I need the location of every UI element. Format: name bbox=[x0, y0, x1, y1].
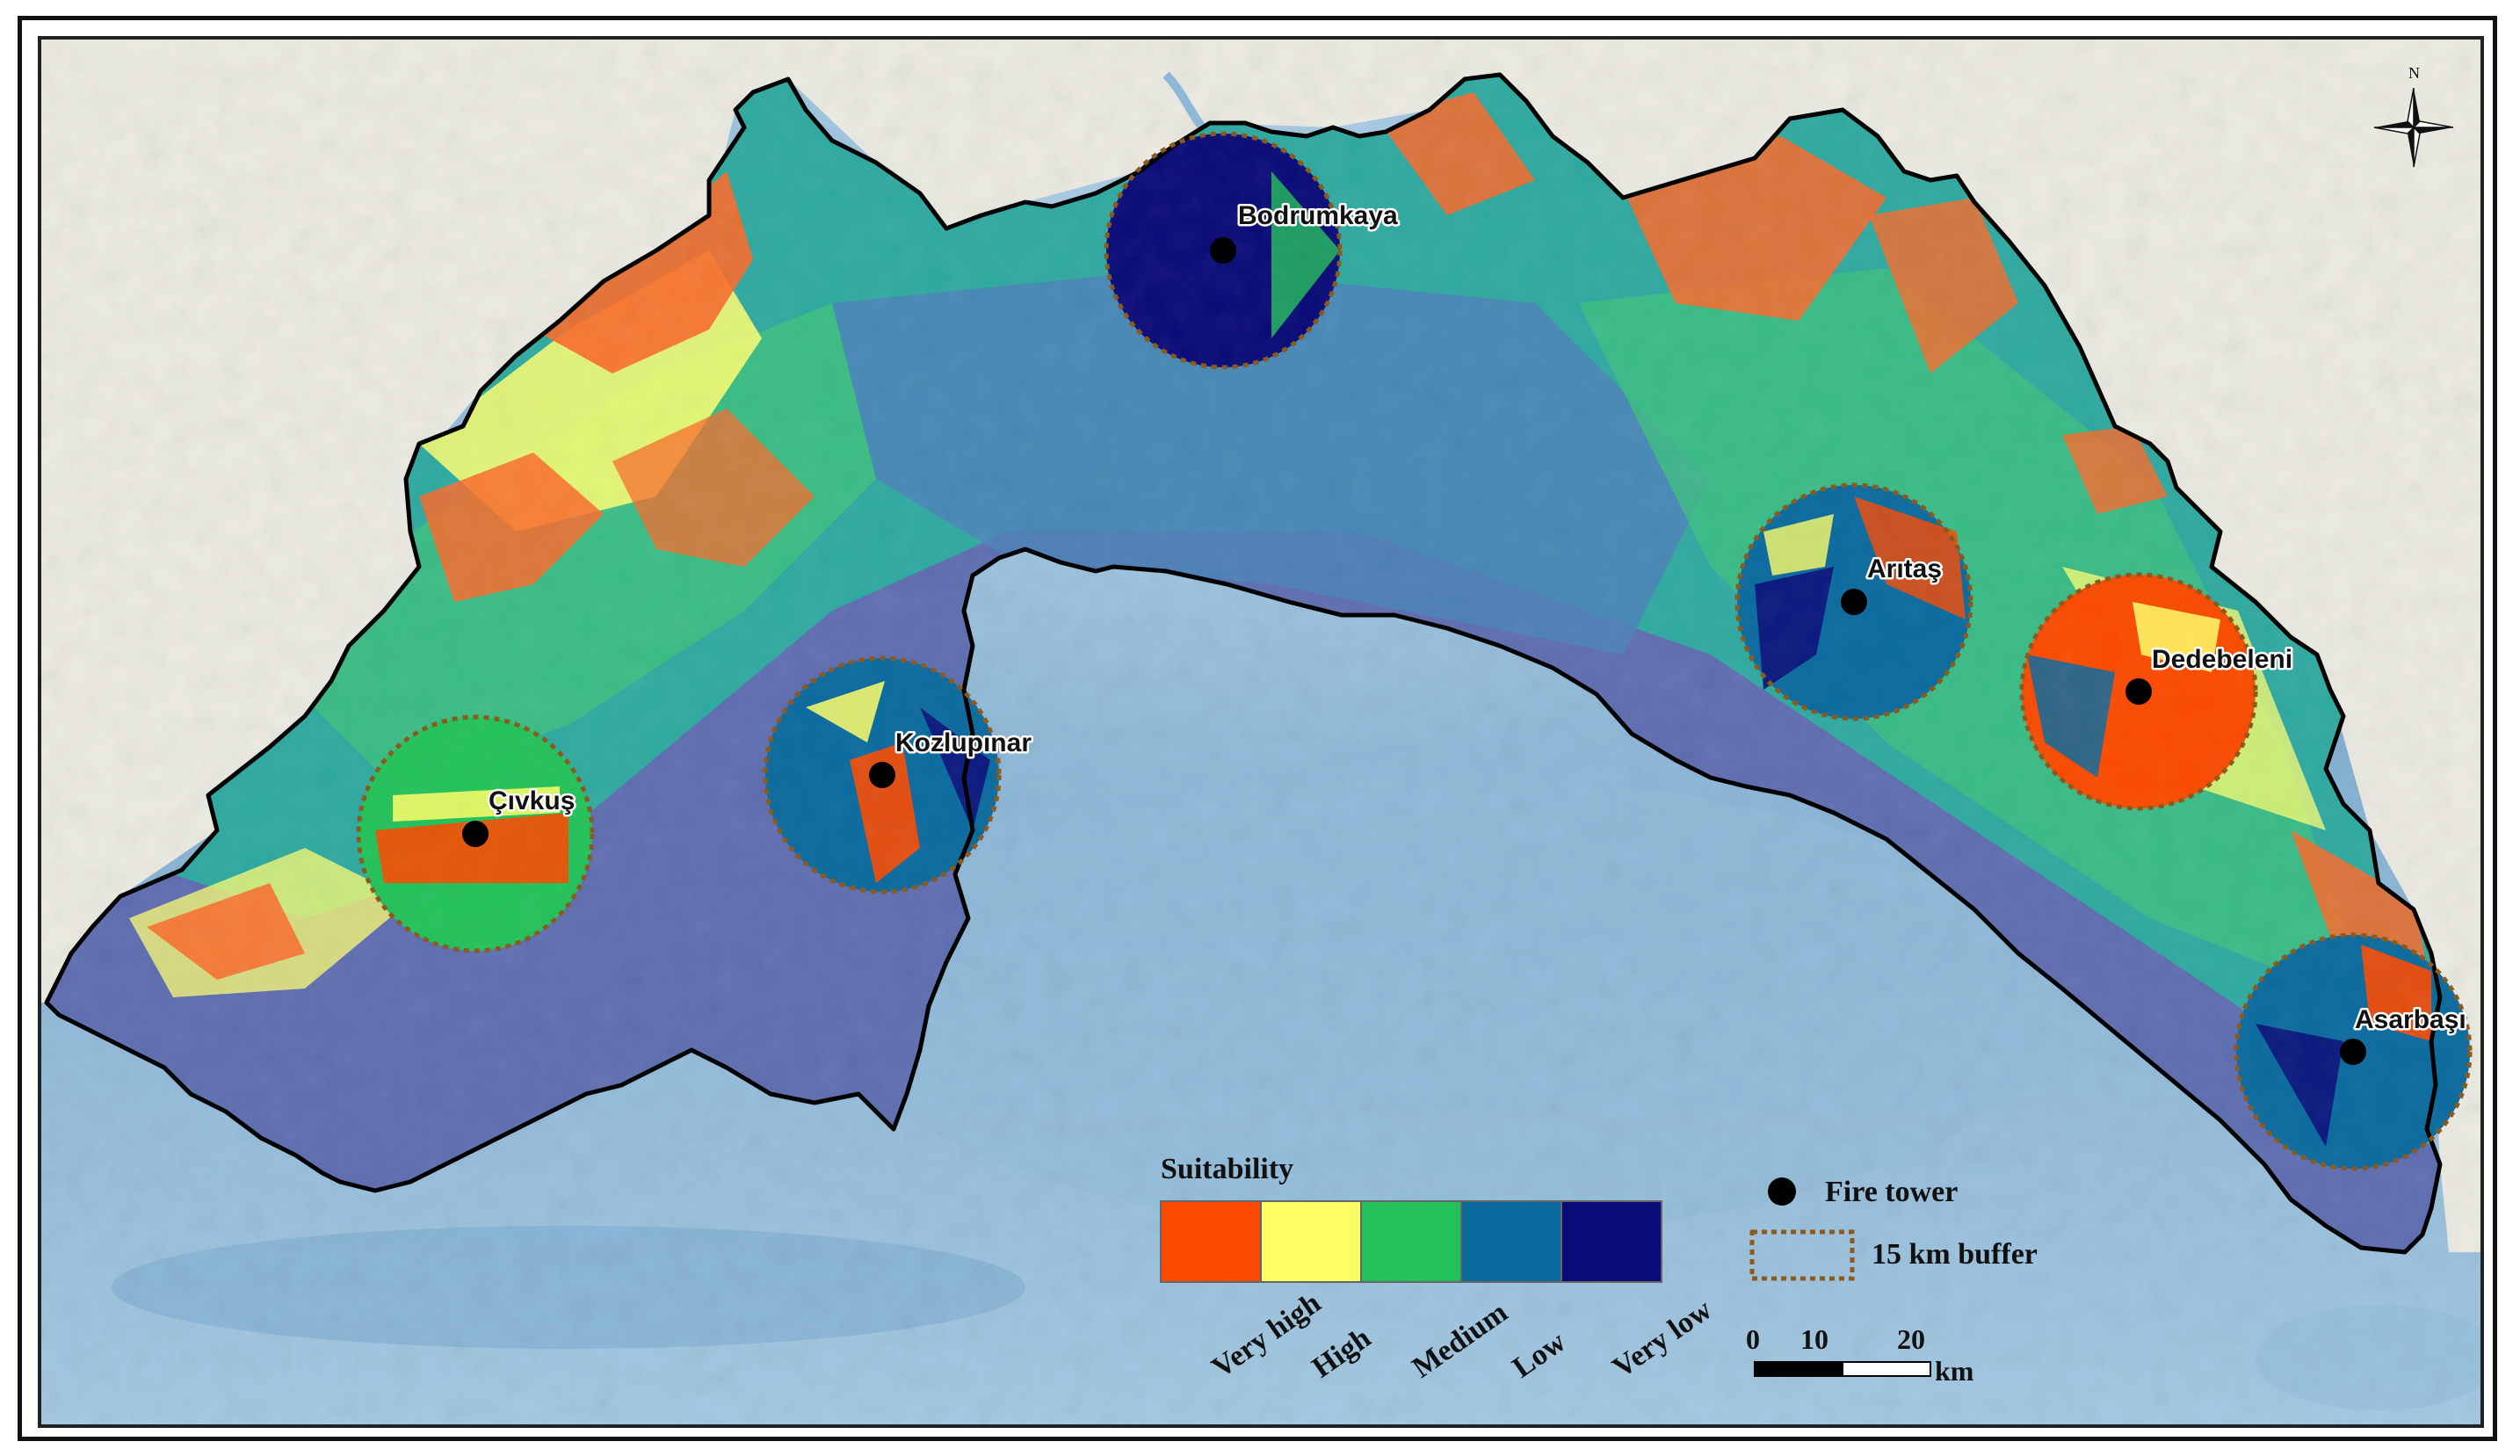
tower-label: Bodrumkaya bbox=[1238, 201, 1398, 230]
province-boundary bbox=[44, 72, 2443, 1255]
scale-segment-black bbox=[1754, 1361, 1843, 1377]
tower-label: Asarbaşı bbox=[2355, 1005, 2466, 1034]
tower-asarbasi[interactable]: Asarbaşı bbox=[2340, 1003, 2468, 1065]
fire-tower-marker[interactable] bbox=[2340, 1039, 2366, 1065]
legend-swatch bbox=[1360, 1200, 1462, 1283]
scale-tick-10: 10 bbox=[1800, 1323, 1828, 1355]
sea-patch bbox=[2256, 1305, 2480, 1410]
buffer-ring-asarbasi bbox=[2234, 932, 2473, 1171]
legend-swatch bbox=[1160, 1200, 1262, 1283]
tower-label: Arıtaş bbox=[1867, 554, 1942, 583]
map-frame: Bodrumkaya Arıtaş Dedebeleni Kozlupınar … bbox=[18, 16, 2497, 1441]
legend-symbols: Fire tower 15 km buffer bbox=[1749, 1176, 2038, 1281]
buffer-ring-bodrumkaya bbox=[1104, 131, 1343, 370]
buffer-rings bbox=[356, 131, 2473, 1171]
tower-dedebeleni[interactable]: Dedebeleni bbox=[2125, 643, 2295, 705]
legend-swatch bbox=[1561, 1200, 1662, 1283]
tower-label: Dedebeleni bbox=[2152, 645, 2292, 674]
tower-label: Çıvkuş bbox=[489, 786, 575, 815]
scale-unit: km bbox=[1935, 1355, 1974, 1387]
fire-tower-marker[interactable] bbox=[462, 821, 489, 847]
scale-tick-0: 0 bbox=[1746, 1323, 1760, 1355]
map-panel[interactable]: Bodrumkaya Arıtaş Dedebeleni Kozlupınar … bbox=[38, 36, 2484, 1428]
fire-tower-marker[interactable] bbox=[869, 762, 895, 788]
north-arrow-icon bbox=[2414, 88, 2420, 127]
tower-bodrumkaya[interactable]: Bodrumkaya bbox=[1210, 199, 1401, 264]
buffer-ring-civkus bbox=[356, 714, 595, 953]
tower-aritas[interactable]: Arıtaş bbox=[1841, 553, 1944, 615]
buffer-ring-kozlupinar bbox=[763, 656, 1002, 895]
fire-tower-marker[interactable] bbox=[1210, 237, 1236, 264]
buffer-legend-icon bbox=[1749, 1229, 1855, 1281]
tower-civkus[interactable]: Çıvkuş bbox=[462, 785, 577, 847]
buffer-ring-dedebeleni bbox=[2019, 572, 2258, 811]
legend-swatch bbox=[1460, 1200, 1562, 1283]
map-svg[interactable]: Bodrumkaya Arıtaş Dedebeleni Kozlupınar … bbox=[41, 40, 2480, 1424]
fire-tower-marker[interactable] bbox=[2125, 678, 2152, 705]
legend-title: Suitability bbox=[1161, 1153, 1293, 1185]
scale-bar: 0 10 20 km bbox=[1746, 1323, 1974, 1387]
tower-label: Kozlupınar bbox=[895, 728, 1032, 757]
fire-tower-legend-label: Fire tower bbox=[1825, 1176, 1958, 1208]
tower-kozlupinar[interactable]: Kozlupınar bbox=[869, 727, 1034, 788]
buffer-legend-label: 15 km buffer bbox=[1872, 1238, 2038, 1271]
buffer-ring-aritas bbox=[1734, 482, 1973, 721]
legend-swatch bbox=[1260, 1200, 1362, 1283]
fire-tower-legend-icon bbox=[1768, 1177, 1796, 1206]
north-label: N bbox=[2408, 64, 2420, 82]
scale-segment-white bbox=[1842, 1361, 1931, 1377]
scale-tick-20: 20 bbox=[1897, 1323, 1925, 1355]
fire-tower-marker[interactable] bbox=[1841, 589, 1867, 615]
north-arrow: N bbox=[2373, 64, 2454, 168]
